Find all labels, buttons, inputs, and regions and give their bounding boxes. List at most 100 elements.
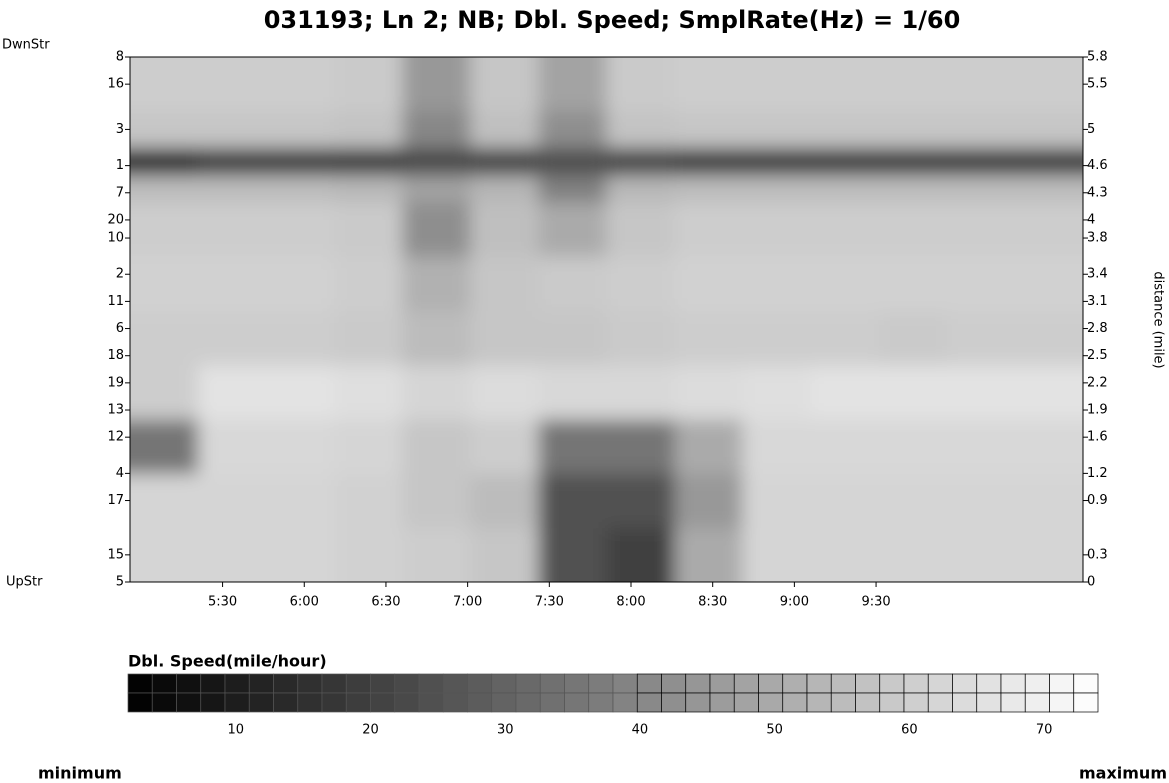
heat-cell bbox=[1014, 201, 1083, 257]
colorbar-cell bbox=[903, 692, 929, 713]
x-tick-label: 6:00 bbox=[290, 595, 319, 610]
colorbar-cell bbox=[588, 692, 614, 713]
heat-cell bbox=[810, 201, 880, 257]
colorbar-cell bbox=[952, 673, 978, 694]
x-tick-label: 8:00 bbox=[616, 595, 645, 610]
y-tick-label: 5.5 bbox=[1087, 77, 1108, 92]
heat-cell bbox=[878, 473, 948, 529]
colorbar-tick-label: 50 bbox=[766, 723, 783, 738]
colorbar-title: Dbl. Speed(mile/hour) bbox=[128, 652, 327, 671]
colorbar-cell bbox=[127, 673, 153, 694]
colorbar-cell bbox=[612, 673, 638, 694]
colorbar-cell bbox=[539, 692, 565, 713]
heat-cell bbox=[810, 527, 880, 582]
colorbar-cell bbox=[467, 692, 493, 713]
heat-cell bbox=[266, 527, 335, 582]
heat-cell bbox=[198, 147, 267, 176]
heat-cell bbox=[674, 111, 744, 149]
heat-cell bbox=[130, 364, 199, 420]
heat-cell bbox=[130, 174, 199, 203]
heat-cell bbox=[742, 419, 812, 474]
heat-cell bbox=[946, 147, 1016, 176]
colorbar-cell bbox=[1000, 692, 1026, 713]
chart-title: 031193; Ln 2; NB; Dbl. Speed; SmplRate(H… bbox=[264, 6, 961, 34]
colorbar-cell bbox=[151, 673, 177, 694]
heat-cell bbox=[130, 201, 199, 257]
heat-cell bbox=[538, 310, 607, 366]
heat-cell bbox=[198, 527, 267, 582]
heat-cell bbox=[470, 419, 539, 474]
station-label: 6 bbox=[116, 321, 124, 336]
colorbar-cell bbox=[394, 673, 420, 694]
heat-cell bbox=[402, 147, 471, 176]
heat-cell bbox=[946, 473, 1016, 529]
heat-cell bbox=[810, 256, 880, 311]
colorbar-cell bbox=[442, 692, 468, 713]
heat-cell bbox=[606, 256, 676, 311]
heat-cell bbox=[130, 527, 199, 582]
heat-cell bbox=[946, 419, 1016, 474]
y-tick-label: 2.2 bbox=[1087, 375, 1108, 390]
heat-cell bbox=[402, 256, 471, 311]
heat-cell bbox=[470, 174, 539, 203]
heat-cell bbox=[402, 473, 471, 529]
y-tick-label: 5.8 bbox=[1087, 50, 1108, 65]
station-label: 12 bbox=[107, 430, 124, 445]
heat-cell bbox=[606, 57, 676, 112]
heat-cell bbox=[946, 527, 1016, 582]
colorbar-cell bbox=[661, 673, 687, 694]
station-label: 2 bbox=[116, 267, 124, 282]
colorbar-cell bbox=[370, 673, 396, 694]
heat-cell bbox=[266, 473, 335, 529]
heat-cell bbox=[606, 174, 676, 203]
colorbar-cell bbox=[758, 692, 784, 713]
station-label: 4 bbox=[116, 466, 124, 481]
colorbar-tick-label: 10 bbox=[228, 723, 245, 738]
colorbar-cell bbox=[927, 673, 953, 694]
colorbar-cell bbox=[200, 692, 226, 713]
heat-cell bbox=[198, 201, 267, 257]
heat-cell bbox=[334, 147, 403, 176]
y-tick-label: 1.2 bbox=[1087, 466, 1108, 481]
heat-cell bbox=[810, 111, 880, 149]
heat-cell bbox=[402, 310, 471, 366]
heat-cell bbox=[810, 310, 880, 366]
colorbar-cell bbox=[1000, 673, 1026, 694]
y-tick-label: 3.1 bbox=[1087, 294, 1108, 309]
y-tick-label: 1.9 bbox=[1087, 403, 1108, 418]
heat-cell bbox=[606, 364, 676, 420]
heat-cell bbox=[742, 111, 812, 149]
heat-cell bbox=[742, 310, 812, 366]
heat-cell bbox=[674, 57, 744, 112]
heat-cell bbox=[266, 419, 335, 474]
heat-cell bbox=[878, 57, 948, 112]
colorbar-cell bbox=[491, 673, 517, 694]
colorbar-cell bbox=[418, 692, 444, 713]
colorbar-cell bbox=[685, 692, 711, 713]
heat-cell bbox=[538, 57, 607, 112]
colorbar-cell bbox=[709, 673, 735, 694]
heat-cell bbox=[606, 310, 676, 366]
colorbar-cell bbox=[661, 692, 687, 713]
station-label: 5 bbox=[116, 575, 124, 590]
heat-cell bbox=[742, 147, 812, 176]
heat-cell bbox=[1014, 111, 1083, 149]
heat-cell bbox=[946, 111, 1016, 149]
heat-cell bbox=[1014, 310, 1083, 366]
colorbar-tick-label: 40 bbox=[632, 723, 649, 738]
heat-cell bbox=[130, 473, 199, 529]
colorbar-cell bbox=[636, 673, 662, 694]
heatmap bbox=[130, 57, 1083, 582]
heat-cell bbox=[538, 174, 607, 203]
heat-cell bbox=[334, 57, 403, 112]
station-label: 20 bbox=[107, 212, 124, 227]
heat-cell bbox=[674, 201, 744, 257]
heat-cell bbox=[334, 111, 403, 149]
colorbar-cell bbox=[782, 673, 808, 694]
heat-cell bbox=[538, 419, 607, 474]
heat-cell bbox=[606, 419, 676, 474]
heat-cell bbox=[470, 527, 539, 582]
heat-cell bbox=[674, 174, 744, 203]
colorbar-cell bbox=[273, 692, 299, 713]
colorbar-cell bbox=[224, 673, 250, 694]
